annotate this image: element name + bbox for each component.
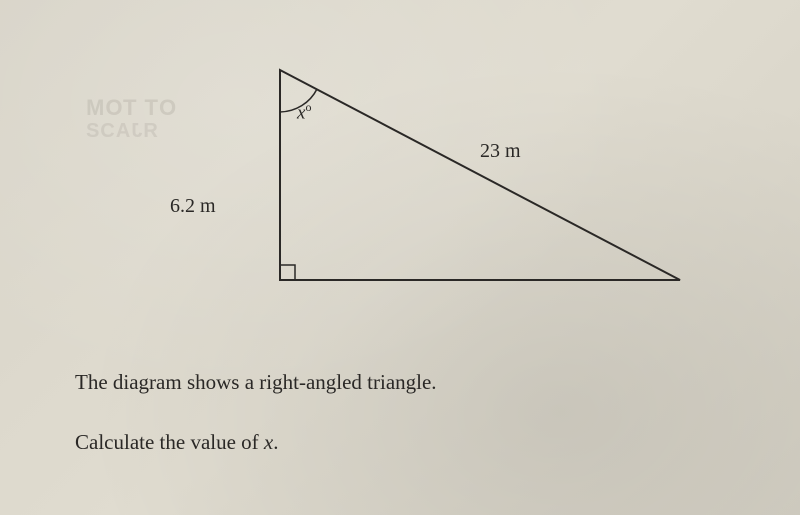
question-line2: Calculate the value of x. bbox=[75, 430, 279, 455]
variable-x: x bbox=[264, 430, 273, 454]
angle-label: xo bbox=[297, 100, 311, 124]
triangle-svg bbox=[200, 60, 700, 320]
question-suffix: . bbox=[273, 430, 278, 454]
right-angle-marker bbox=[280, 265, 295, 280]
watermark-line1: OT TOM bbox=[85, 95, 176, 121]
triangle-path bbox=[280, 70, 680, 280]
vertical-side-label: 6.2 m bbox=[170, 195, 216, 218]
hypotenuse-label: 23 m bbox=[480, 140, 521, 163]
triangle-diagram: 6.2 m 23 m xo bbox=[200, 60, 700, 320]
watermark-line2: ЯJAƆƧ bbox=[85, 120, 158, 143]
question-prefix: Calculate the value of bbox=[75, 430, 264, 454]
question-line1: The diagram shows a right-angled triangl… bbox=[75, 370, 437, 395]
